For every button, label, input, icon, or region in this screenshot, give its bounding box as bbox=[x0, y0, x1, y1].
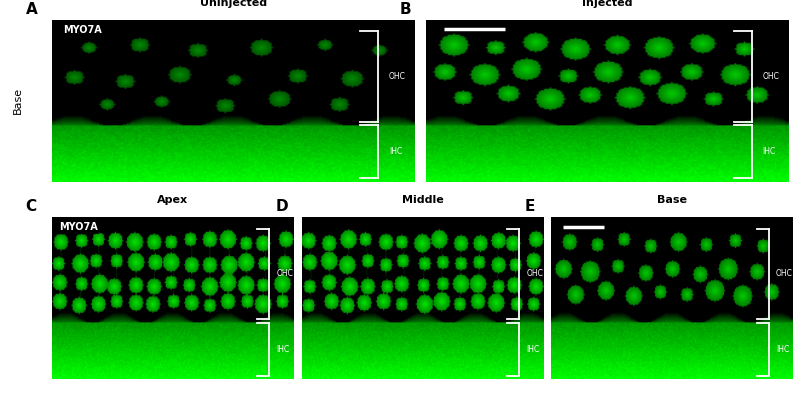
Text: IHC: IHC bbox=[776, 345, 789, 354]
Text: Base: Base bbox=[13, 87, 22, 114]
Text: IHC: IHC bbox=[389, 147, 402, 156]
Text: IHC: IHC bbox=[277, 345, 290, 354]
Text: Injected: Injected bbox=[582, 0, 632, 8]
Text: OHC: OHC bbox=[762, 72, 779, 81]
Text: Uninjected: Uninjected bbox=[200, 0, 266, 8]
Text: B: B bbox=[399, 2, 411, 17]
Text: OHC: OHC bbox=[389, 72, 406, 81]
Text: C: C bbox=[26, 199, 37, 214]
Text: E: E bbox=[525, 199, 535, 214]
Text: IHC: IHC bbox=[526, 345, 539, 354]
Text: OHC: OHC bbox=[277, 269, 294, 278]
Text: OHC: OHC bbox=[776, 269, 793, 278]
Text: OHC: OHC bbox=[526, 269, 543, 278]
Text: Base: Base bbox=[657, 196, 687, 205]
Text: Apex: Apex bbox=[158, 196, 188, 205]
Text: Middle: Middle bbox=[402, 196, 443, 205]
Text: D: D bbox=[275, 199, 288, 214]
Text: IHC: IHC bbox=[762, 147, 776, 156]
Text: MYO7A: MYO7A bbox=[59, 222, 98, 232]
Text: A: A bbox=[26, 2, 38, 17]
Text: MYO7A: MYO7A bbox=[63, 24, 102, 35]
